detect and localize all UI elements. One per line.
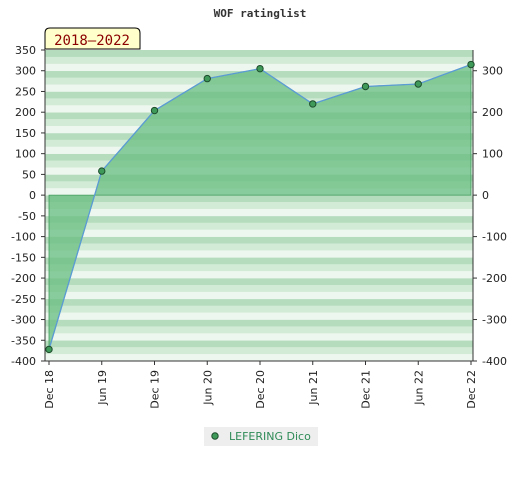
background-band — [45, 291, 473, 300]
x-tick-label: Dec 20 — [254, 370, 267, 409]
right-tick-label: 0 — [482, 189, 489, 202]
background-band — [45, 333, 473, 341]
right-tick-label: 100 — [482, 148, 503, 161]
x-axis-ticks: Dec 18 Jun 19 Dec 19 Jun 20 Dec 20 Jun 21 Dec … — [43, 361, 478, 409]
x-tick-label: Dec 21 — [360, 370, 373, 409]
background-band — [45, 347, 473, 355]
legend-label: LEFERING Dico — [229, 430, 311, 443]
period-badge-text: 2018–2022 — [54, 33, 130, 49]
data-point — [361, 82, 370, 91]
left-tick-label: -400 — [11, 355, 36, 368]
background-band — [45, 257, 473, 265]
background-band — [45, 195, 473, 203]
axes — [44, 50, 474, 362]
left-tick-label: 350 — [15, 44, 36, 57]
left-tick-label: 50 — [22, 168, 36, 181]
left-tick-label: -350 — [11, 334, 36, 347]
right-axis-ticks: -400 -300 -200 -100 0 100 200 300 — [473, 65, 507, 368]
data-point — [467, 60, 475, 69]
data-point — [309, 100, 317, 108]
background-band — [45, 278, 473, 286]
background-band — [45, 305, 473, 313]
left-tick-label: 200 — [15, 106, 36, 119]
left-tick-label: 150 — [15, 127, 36, 140]
background-band — [45, 243, 473, 251]
data-point — [45, 345, 53, 354]
data-point — [256, 64, 264, 73]
chart-title: WOF ratinglist — [214, 7, 307, 20]
legend-marker — [211, 432, 219, 440]
left-tick-label: 300 — [15, 65, 36, 78]
background-band — [45, 202, 473, 210]
right-tick-label: -400 — [482, 355, 507, 368]
period-badge-shape — [44, 27, 141, 50]
background-band — [45, 215, 473, 224]
x-tick-label: Jun 22 — [412, 370, 425, 406]
left-tick-label: 100 — [15, 148, 36, 161]
background-band — [45, 312, 473, 320]
background-band — [45, 284, 473, 293]
background-band — [45, 250, 473, 258]
left-tick-label: 0 — [29, 189, 36, 202]
background-band — [45, 340, 473, 348]
x-tick-label: Dec 19 — [149, 370, 162, 409]
data-point — [203, 74, 211, 83]
legend: LEFERING Dico — [204, 427, 318, 446]
data-point — [98, 167, 106, 175]
right-tick-label: -200 — [482, 272, 507, 285]
x-tick-label: Dec 18 — [43, 370, 56, 409]
background-band — [45, 319, 473, 327]
background-band — [45, 264, 473, 272]
legend-box — [204, 427, 318, 446]
x-tick-label: Jun 20 — [201, 370, 214, 406]
x-tick-label: Jun 19 — [96, 370, 109, 406]
right-tick-label: 300 — [482, 65, 503, 78]
background-band — [45, 208, 473, 217]
background-band — [45, 354, 473, 362]
left-axis-ticks: -400 -350 -300 -250 -200 -150 -100 -50 0 50 100 150… — [11, 44, 45, 368]
left-tick-label: -300 — [11, 314, 36, 327]
right-tick-label: 200 — [482, 106, 503, 119]
left-tick-label: -50 — [18, 210, 36, 223]
data-point — [414, 80, 422, 88]
background-band — [45, 298, 473, 307]
left-tick-label: -250 — [11, 293, 36, 306]
period-badge: 2018–2022 — [44, 27, 141, 50]
x-tick-label: Jun 21 — [307, 370, 320, 406]
background-band — [45, 229, 473, 237]
left-tick-label: -150 — [11, 251, 36, 264]
left-tick-label: -100 — [11, 231, 36, 244]
background-band — [45, 271, 473, 279]
background-band — [45, 236, 473, 244]
data-markers — [45, 60, 475, 354]
background-band — [45, 326, 473, 334]
data-point — [150, 106, 159, 115]
background-band — [45, 222, 473, 230]
left-tick-label: -200 — [11, 272, 36, 285]
right-tick-label: -300 — [482, 314, 507, 327]
background-band — [45, 56, 473, 65]
right-tick-label: -100 — [482, 231, 507, 244]
left-tick-label: 250 — [15, 85, 36, 98]
background-band — [45, 50, 473, 58]
x-tick-label: Dec 22 — [465, 370, 478, 409]
